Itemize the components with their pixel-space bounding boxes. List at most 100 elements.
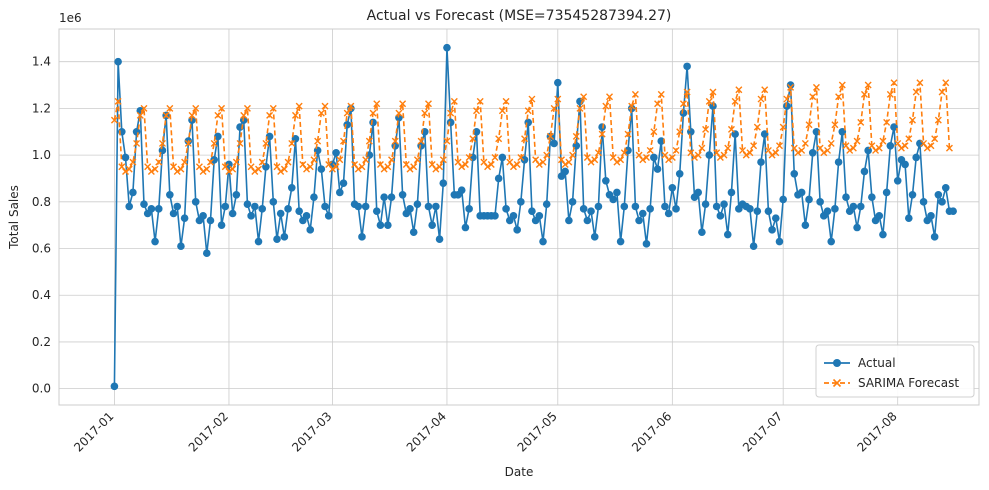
data-point-forecast	[465, 153, 473, 161]
data-point-actual	[568, 198, 577, 206]
data-point-forecast	[277, 167, 285, 175]
data-point-forecast	[177, 165, 185, 173]
data-point-actual	[705, 151, 714, 159]
data-point-forecast	[628, 102, 636, 110]
data-point-actual	[831, 205, 839, 213]
data-point-forecast	[358, 163, 366, 171]
data-point-actual	[284, 205, 292, 213]
data-point-forecast	[484, 163, 492, 171]
data-point-actual	[679, 109, 688, 117]
data-point-actual	[808, 148, 817, 157]
data-point-forecast	[147, 167, 155, 175]
data-point-forecast	[565, 158, 573, 166]
data-point-actual	[616, 237, 625, 246]
data-point-actual	[653, 165, 662, 173]
data-point-forecast	[875, 144, 883, 152]
data-point-actual	[151, 237, 159, 246]
data-point-actual	[683, 62, 691, 71]
data-point-actual	[166, 191, 174, 199]
data-point-forecast	[365, 137, 373, 145]
y-tick-label: 1.4	[32, 55, 51, 69]
data-point-forecast	[432, 165, 440, 173]
data-point-forecast	[199, 167, 207, 175]
data-point-actual	[287, 184, 296, 192]
data-point-forecast	[129, 158, 137, 166]
data-point-forecast	[787, 83, 795, 91]
data-point-actual	[306, 226, 315, 234]
data-point-actual	[609, 195, 618, 204]
data-point-forecast	[798, 146, 806, 154]
data-point-forecast	[461, 160, 469, 168]
data-point-forecast	[705, 97, 713, 105]
data-point-actual	[228, 209, 237, 218]
data-point-forecast	[487, 160, 495, 168]
data-point-forecast	[890, 79, 898, 87]
data-point-forecast	[321, 102, 329, 110]
data-point-actual	[720, 200, 728, 208]
data-point-actual	[901, 160, 909, 169]
data-point-actual	[783, 102, 791, 110]
data-point-actual	[842, 193, 850, 201]
data-point-actual	[631, 202, 640, 211]
data-point-forecast	[598, 130, 606, 138]
legend-forecast-marker	[832, 378, 842, 388]
data-point-actual	[457, 186, 466, 194]
data-point-forecast	[679, 100, 687, 108]
data-point-actual	[801, 221, 810, 229]
data-point-actual	[125, 202, 133, 211]
data-point-forecast	[380, 165, 388, 173]
data-point-actual	[273, 235, 281, 243]
data-point-actual	[579, 205, 588, 213]
legend: Actual SARIMA Forecast	[815, 344, 975, 398]
data-point-actual	[716, 212, 725, 220]
data-point-actual	[875, 212, 884, 220]
data-point-forecast	[827, 139, 835, 147]
data-point-forecast	[539, 158, 547, 166]
data-point-actual	[550, 139, 558, 148]
data-point-forecast	[528, 95, 536, 103]
data-point-actual	[753, 207, 762, 215]
data-point-forecast	[809, 93, 817, 101]
data-point-forecast	[576, 104, 584, 112]
data-point-forecast	[476, 97, 484, 105]
data-point-forecast	[424, 100, 432, 108]
data-point-forecast	[114, 97, 122, 105]
data-point-forecast	[395, 109, 403, 117]
data-point-actual	[465, 205, 473, 213]
data-point-forecast	[846, 146, 854, 154]
data-point-actual	[169, 209, 178, 218]
data-point-forecast	[203, 165, 211, 173]
legend-actual-label: Actual	[858, 356, 896, 370]
data-point-actual	[938, 198, 946, 206]
data-point-forecast	[421, 109, 429, 117]
data-point-actual	[154, 205, 163, 213]
data-point-actual	[927, 212, 935, 220]
data-point-forecast	[166, 104, 174, 112]
y-tick-label: 1.0	[32, 148, 51, 162]
data-point-forecast	[210, 139, 218, 147]
data-point-forecast	[591, 156, 599, 164]
data-point-actual	[336, 188, 344, 197]
data-point-actual	[594, 202, 603, 211]
data-point-actual	[657, 137, 666, 145]
data-point-actual	[797, 188, 806, 197]
data-point-forecast	[864, 81, 872, 89]
data-point-actual	[129, 188, 137, 197]
data-point-actual	[542, 200, 551, 208]
data-point-actual	[749, 242, 758, 250]
data-point-actual	[173, 202, 182, 211]
data-point-actual	[435, 235, 444, 243]
data-point-actual	[624, 146, 632, 155]
data-point-actual	[110, 382, 119, 391]
data-point-forecast	[443, 137, 451, 145]
data-point-forecast	[727, 125, 735, 133]
data-point-actual	[908, 191, 917, 199]
data-point-forecast	[886, 90, 894, 98]
data-point-actual	[672, 205, 680, 213]
data-point-actual	[668, 184, 677, 192]
data-point-forecast	[317, 109, 325, 117]
data-point-forecast	[391, 137, 399, 145]
data-point-actual	[177, 242, 185, 250]
data-point-forecast	[879, 137, 887, 145]
data-point-forecast	[439, 156, 447, 164]
